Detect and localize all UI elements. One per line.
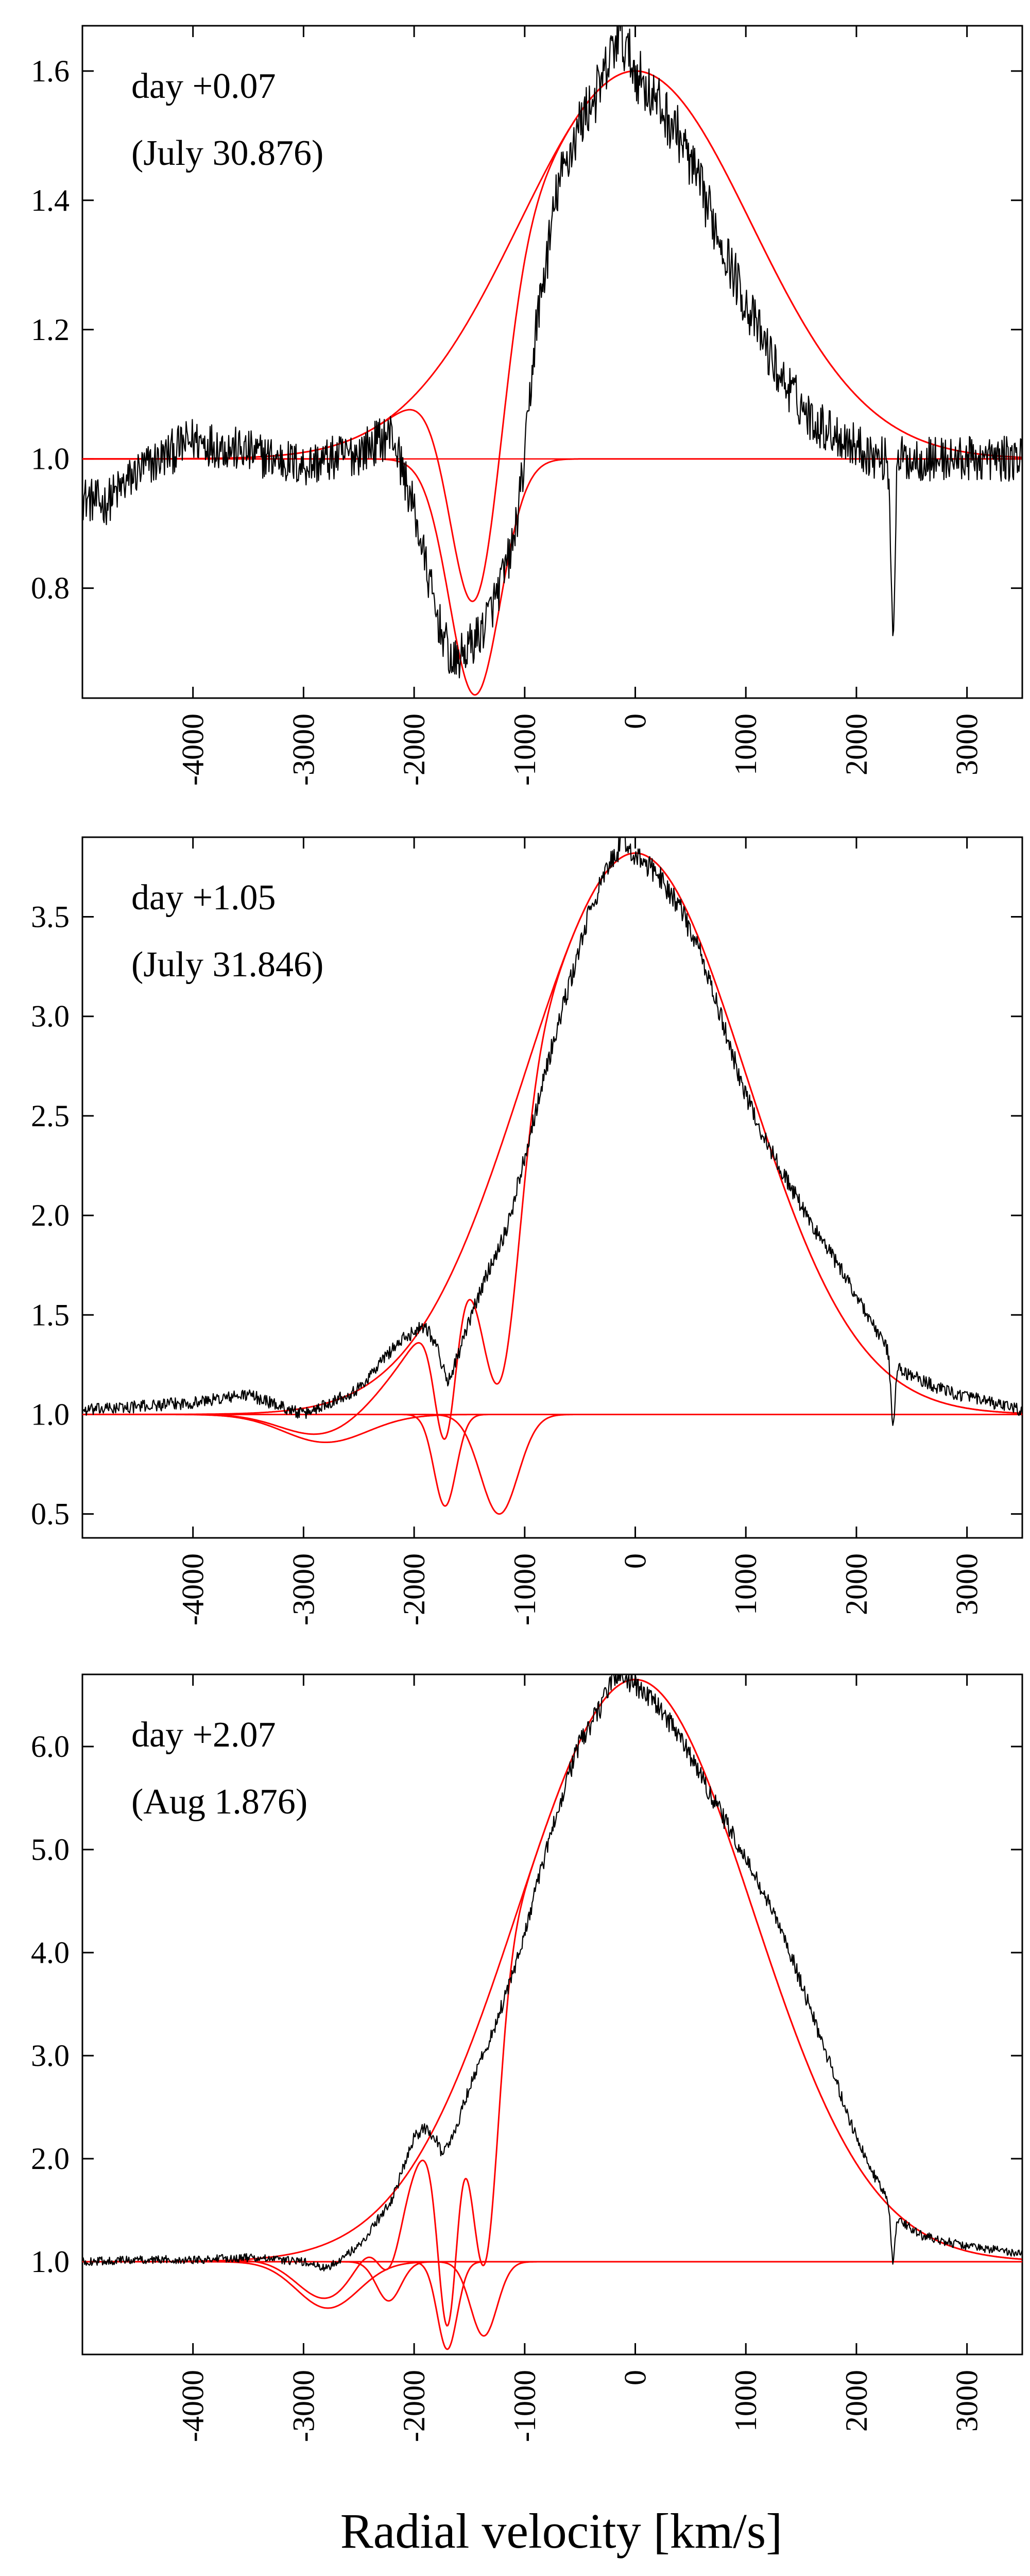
- y-tick-label: 2.0: [31, 1198, 70, 1232]
- x-tick-label: -1000: [508, 714, 542, 786]
- x-tick-label: -3000: [286, 2370, 320, 2442]
- combined-model-curve: [82, 852, 1022, 1440]
- axes-frame: [81, 836, 1023, 1539]
- y-tick-label: 1.2: [31, 313, 70, 347]
- x-tick-label: 1000: [729, 1553, 763, 1615]
- x-tick-label: -1000: [508, 1553, 542, 1625]
- y-tick-label: 2.0: [31, 2142, 70, 2176]
- panel-annotation-line: (Aug 1.876): [131, 1782, 307, 1822]
- x-tick-label: -4000: [176, 2370, 210, 2442]
- combined-model-curve: [82, 70, 1022, 602]
- x-tick-label: 2000: [839, 1553, 873, 1615]
- panel-1: 0.8 1.0 1.2 1.4 1.6 -4000 -3000 -2000 -1000 0 1000…: [31, 25, 1023, 786]
- x-tick-label: 2000: [839, 2370, 873, 2432]
- x-tick-label: 3000: [950, 714, 984, 775]
- panel-annotation-line: day +0.07: [131, 66, 276, 106]
- y-tick-label: 1.4: [31, 183, 70, 217]
- observed-spectrum: [82, 26, 1022, 679]
- y-tick-label: 0.8: [31, 571, 70, 605]
- x-tick-label: 0: [619, 714, 653, 729]
- x-tick-label: 1000: [729, 714, 763, 775]
- x-tick-label: -2000: [397, 1553, 431, 1625]
- x-tick-label: -1000: [508, 2370, 542, 2442]
- panel-annotation-line: (July 31.846): [131, 945, 323, 985]
- observed-spectrum: [82, 1674, 1022, 2272]
- axes-frame: [81, 25, 1023, 699]
- x-tick-label: 3000: [950, 2370, 984, 2432]
- y-tick-label: 1.0: [31, 1397, 70, 1431]
- y-tick-label: 1.5: [31, 1298, 70, 1332]
- x-tick-label: 1000: [729, 2370, 763, 2432]
- x-tick-label: 0: [619, 1553, 653, 1569]
- axes-frame: [81, 1673, 1023, 2355]
- x-tick-label: -4000: [176, 714, 210, 786]
- panel-annotation-line: day +1.05: [131, 878, 276, 918]
- y-tick-label: 5.0: [31, 1833, 70, 1867]
- panel-annotation-line: day +2.07: [131, 1715, 276, 1755]
- y-tick-label: 1.0: [31, 2245, 70, 2279]
- y-tick-label: 2.5: [31, 1099, 70, 1133]
- y-tick-label: 4.0: [31, 1936, 70, 1970]
- panels: 0.8 1.0 1.2 1.4 1.6 -4000 -3000 -2000 -1000 0 1000…: [31, 25, 1023, 2442]
- y-tick-label: 1.6: [31, 54, 70, 88]
- x-tick-label: 3000: [950, 1553, 984, 1615]
- x-axis-label: Radial velocity [km/s]: [340, 2503, 782, 2558]
- plot-area: [82, 1674, 1022, 2350]
- y-tick-label: 3.0: [31, 999, 70, 1033]
- y-tick-label: 1.0: [31, 442, 70, 476]
- plot-area: [82, 26, 1022, 696]
- observed-spectrum: [82, 837, 1022, 1426]
- y-tick-label: 6.0: [31, 1730, 70, 1764]
- absorption-component-curve: [82, 1414, 1022, 1515]
- x-tick-label: -2000: [397, 714, 431, 786]
- x-tick-label: -3000: [286, 1553, 320, 1625]
- x-tick-label: 2000: [839, 714, 873, 775]
- plot-area: [82, 837, 1022, 1515]
- y-tick-label: 0.5: [31, 1497, 70, 1531]
- panel-2: 0.5 1.0 1.5 2.0 2.5 3.0 3.5 -4000 -3000 -2000 -100…: [31, 836, 1023, 1625]
- panel-3: 1.0 2.0 3.0 4.0 5.0 6.0 -4000 -3000 -2000 -1000 0 1…: [31, 1673, 1023, 2442]
- y-tick-label: 3.0: [31, 2039, 70, 2073]
- x-tick-label: -3000: [286, 714, 320, 786]
- x-tick-label: -2000: [397, 2370, 431, 2442]
- y-tick-label: 3.5: [31, 900, 70, 934]
- x-tick-label: 0: [619, 2370, 653, 2385]
- x-tick-label: -4000: [176, 1553, 210, 1625]
- panel-annotation-line: (July 30.876): [131, 133, 323, 173]
